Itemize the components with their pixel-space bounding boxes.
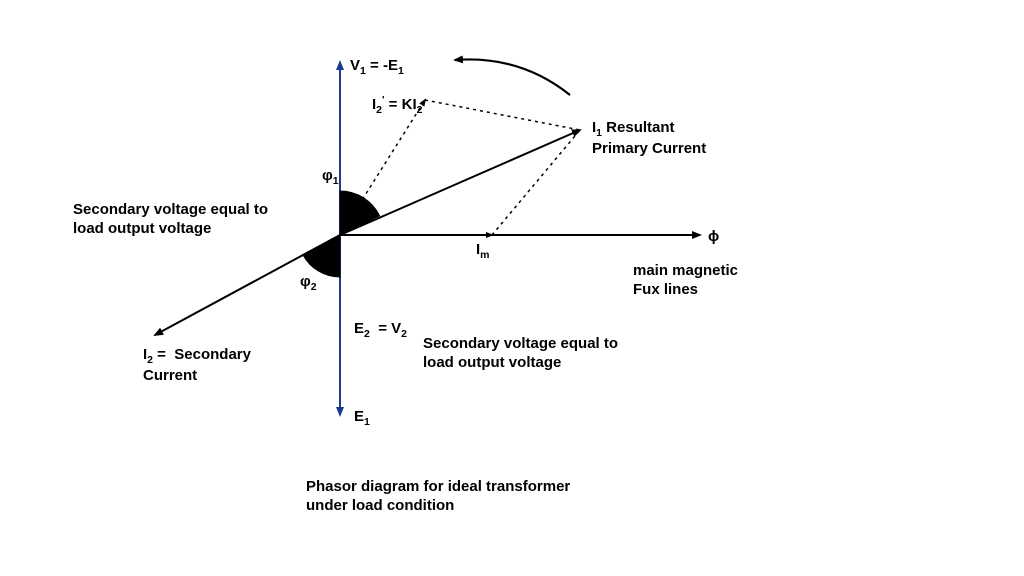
label-I2: I2 = SecondaryCurrent	[143, 346, 251, 386]
label-phi_sym: ɸ	[708, 228, 719, 247]
label-sec_right: Secondary voltage equal toload output vo…	[423, 335, 618, 373]
phasor-diagram-canvas: V1 = -E1 I2' = KI2 I1 ResultantPrimary Cur…	[0, 0, 1024, 576]
label-I2p: I2' = KI2	[372, 94, 422, 117]
label-V1: V1 = -E1	[350, 57, 404, 78]
label-I1: I1 ResultantPrimary Current	[592, 119, 706, 159]
label-phi1: φ1	[322, 167, 339, 188]
label-sec_left: Secondary voltage equal toload output vo…	[73, 201, 268, 239]
label-phi2: φ2	[300, 273, 317, 294]
label-flux: main magneticFux lines	[633, 262, 738, 300]
label-E2: E2 = V2	[354, 320, 407, 341]
label-Im: Im	[476, 241, 490, 262]
label-E1: E1	[354, 408, 370, 429]
label-caption: Phasor diagram for ideal transformerunde…	[306, 478, 570, 516]
